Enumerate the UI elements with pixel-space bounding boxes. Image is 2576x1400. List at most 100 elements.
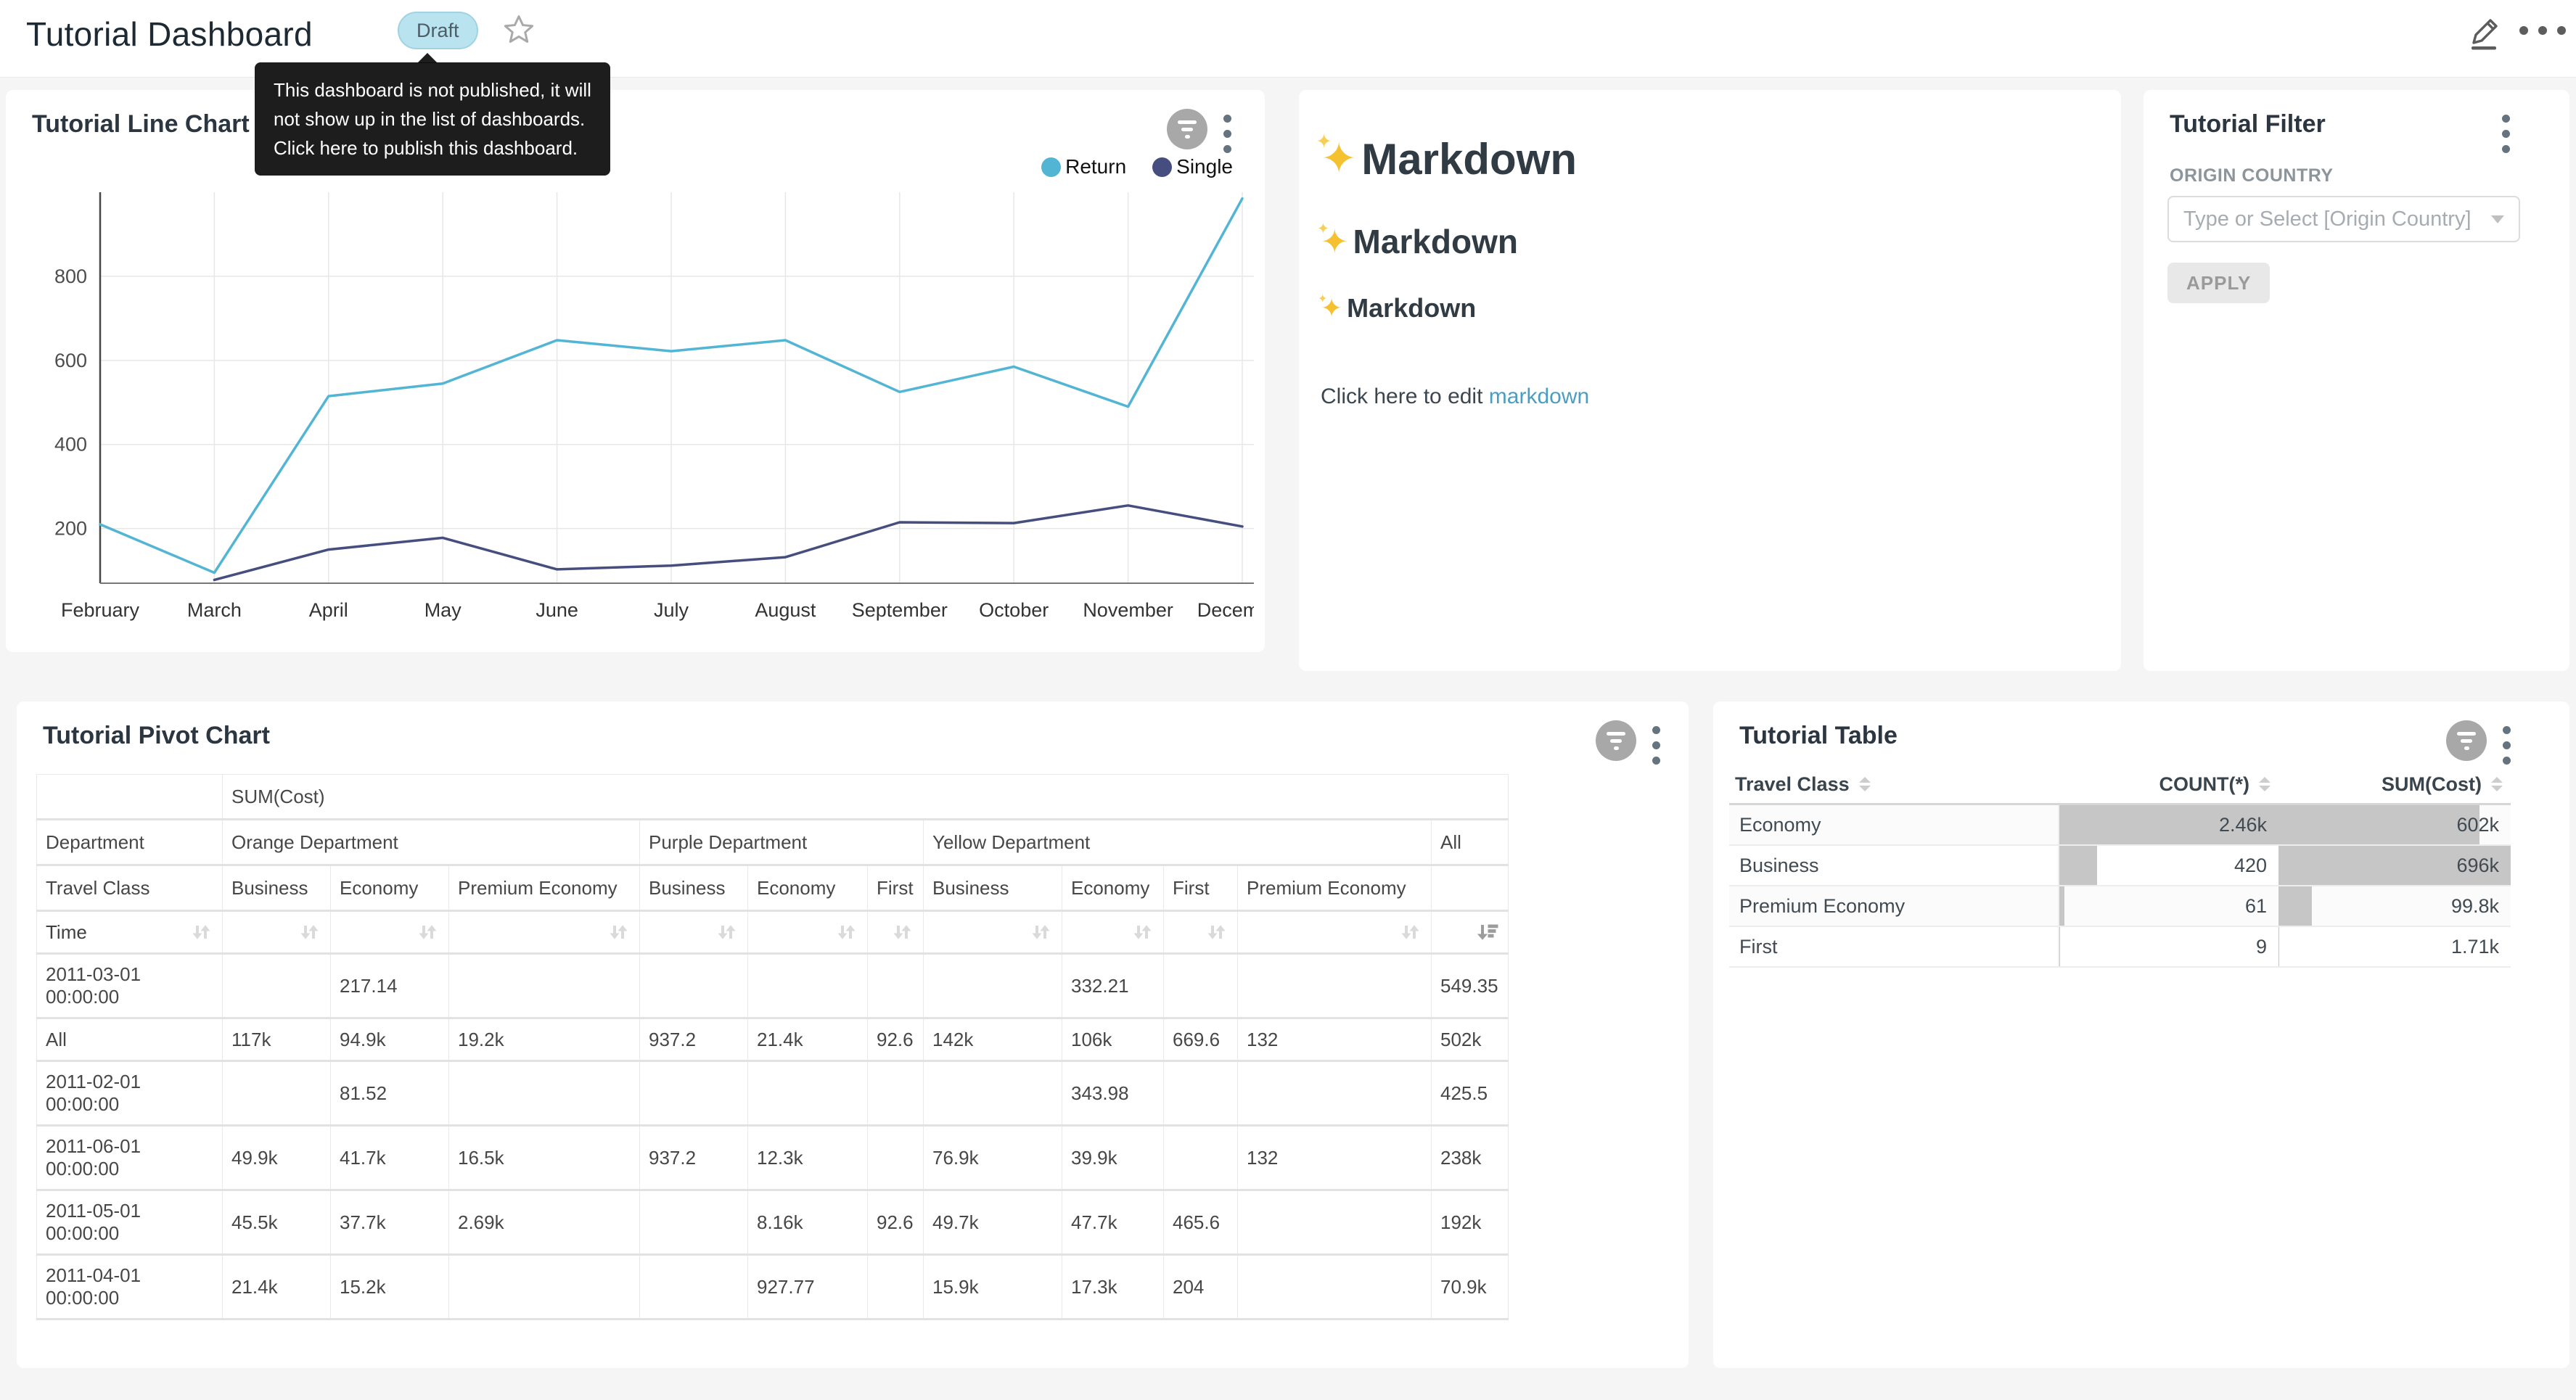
cell-travel-class: Economy — [1729, 804, 2059, 846]
origin-country-select[interactable]: Type or Select [Origin Country] — [2167, 196, 2520, 242]
pivot-cell: 192k — [1432, 1190, 1509, 1255]
cell-travel-class: Premium Economy — [1729, 886, 2059, 926]
pivot-metric-label: SUM(Cost) — [223, 775, 1509, 820]
pivot-cell — [449, 1061, 640, 1126]
favorite-star-icon[interactable] — [502, 13, 536, 46]
pivot-row-header: 2011-05-0100:00:00 — [37, 1190, 223, 1255]
pivot-cell: 15.9k — [924, 1255, 1062, 1319]
sort-icon[interactable] — [1204, 920, 1228, 944]
pivot-row-header: All — [37, 1018, 223, 1061]
tutorial-filter-panel: Tutorial Filter ORIGIN COUNTRY Type or S… — [2144, 90, 2569, 671]
pivot-class-header: First — [868, 865, 924, 911]
pivot-row-header: 2011-02-0100:00:00 — [37, 1061, 223, 1126]
svg-text:800: 800 — [54, 265, 87, 287]
sort-icon[interactable] — [834, 920, 858, 944]
sort-icon[interactable] — [714, 920, 739, 944]
cell-count: 9 — [2059, 926, 2278, 967]
pivot-cell: 37.7k — [331, 1190, 449, 1255]
pivot-cell: 937.2 — [640, 1018, 748, 1061]
sort-icon[interactable] — [1130, 920, 1154, 944]
pivot-cell: 132 — [1238, 1018, 1432, 1061]
select-placeholder: Type or Select [Origin Country] — [2183, 207, 2485, 231]
pivot-class-header: Premium Economy — [1238, 865, 1432, 911]
cell-count: 420 — [2059, 845, 2278, 886]
pivot-metric-row: SUM(Cost) — [37, 775, 1509, 820]
pivot-cell: 465.6 — [1164, 1190, 1238, 1255]
pivot-cell: 106k — [1062, 1018, 1164, 1061]
pivot-cell — [223, 954, 331, 1018]
pivot-cell: 332.21 — [1062, 954, 1164, 1018]
more-horizontal-icon[interactable] — [2519, 26, 2567, 38]
filter-badge-icon[interactable] — [2446, 720, 2487, 761]
column-header-count[interactable]: COUNT(*) — [2059, 765, 2278, 804]
pivot-cell: 21.4k — [748, 1018, 868, 1061]
filter-badge-icon[interactable] — [1596, 720, 1636, 761]
pivot-sort-row: Time — [37, 911, 1509, 954]
sort-icon[interactable] — [189, 920, 213, 944]
markdown-h1: Markdown — [1321, 133, 2099, 184]
pivot-class-header: First — [1164, 865, 1238, 911]
pivot-cell: 19.2k — [449, 1018, 640, 1061]
more-vertical-icon[interactable] — [2502, 115, 2511, 153]
column-header-travel-class[interactable]: Travel Class — [1729, 765, 2059, 804]
pivot-cell: 425.5 — [1432, 1061, 1509, 1126]
pivot-cell: 204 — [1164, 1255, 1238, 1319]
more-vertical-icon[interactable] — [2503, 726, 2511, 765]
table-header-row: Travel ClassCOUNT(*)SUM(Cost) — [1729, 765, 2511, 804]
markdown-paragraph: Click here to edit markdown — [1321, 384, 2099, 409]
tutorial-line-chart-panel: Tutorial Line Chart ReturnSingle 2004006… — [6, 90, 1265, 652]
sort-icon[interactable] — [606, 920, 631, 944]
svg-text:May: May — [424, 599, 462, 621]
pivot-cell — [924, 1061, 1062, 1126]
cell-sum: 99.8k — [2278, 886, 2511, 926]
legend-label: Return — [1065, 155, 1126, 178]
column-sort-caret-icon[interactable] — [2489, 775, 2505, 794]
markdown-link[interactable]: markdown — [1489, 384, 1589, 408]
pivot-group-header: Purple Department — [640, 820, 924, 865]
pivot-row: All117k94.9k19.2k937.221.4k92.6142k106k6… — [37, 1018, 1509, 1061]
pivot-cell: 12.3k — [748, 1126, 868, 1190]
status-badge-label: Draft — [417, 20, 459, 42]
series-Single — [214, 506, 1242, 580]
filter-field-label: ORIGIN COUNTRY — [2170, 165, 2334, 186]
pivot-cell — [1238, 1061, 1432, 1126]
column-sort-caret-icon[interactable] — [1857, 775, 1873, 794]
pivot-table: SUM(Cost)DepartmentOrange DepartmentPurp… — [36, 774, 1509, 1320]
column-header-sum-cost[interactable]: SUM(Cost) — [2278, 765, 2511, 804]
more-vertical-icon[interactable] — [1652, 726, 1661, 765]
table-row: Economy2.46k602k — [1729, 804, 2511, 846]
pivot-row: 2011-03-0100:00:00217.14332.21549.35 — [37, 954, 1509, 1018]
edit-dashboard-icon[interactable] — [2466, 9, 2505, 52]
pivot-row: 2011-05-0100:00:0045.5k37.7k2.69k8.16k92… — [37, 1190, 1509, 1255]
apply-button[interactable]: APPLY — [2167, 263, 2270, 303]
page-title: Tutorial Dashboard — [26, 15, 313, 54]
table-row: Premium Economy6199.8k — [1729, 886, 2511, 926]
legend-item-single[interactable]: Single — [1152, 155, 1233, 178]
pivot-cell: 2.69k — [449, 1190, 640, 1255]
sort-desc-active-icon[interactable] — [1474, 920, 1499, 944]
pivot-class-header: Economy — [331, 865, 449, 911]
pivot-cell: 937.2 — [640, 1126, 748, 1190]
cell-travel-class: Business — [1729, 845, 2059, 886]
pivot-class-header: Premium Economy — [449, 865, 640, 911]
markdown-h3: Markdown — [1321, 293, 2099, 324]
status-badge[interactable]: Draft — [398, 12, 478, 49]
pivot-row: 2011-04-0100:00:0021.4k15.2k927.7715.9k1… — [37, 1255, 1509, 1319]
column-sort-caret-icon[interactable] — [2257, 775, 2273, 794]
draft-tooltip: This dashboard is not published, it will… — [255, 62, 610, 176]
legend-item-return[interactable]: Return — [1041, 155, 1126, 178]
pivot-cell — [748, 954, 868, 1018]
sort-icon[interactable] — [1028, 920, 1053, 944]
cell-count: 61 — [2059, 886, 2278, 926]
sort-icon[interactable] — [1398, 920, 1422, 944]
pivot-cell — [1238, 954, 1432, 1018]
pivot-title: Tutorial Pivot Chart — [43, 722, 270, 750]
sort-icon[interactable] — [297, 920, 321, 944]
sort-icon[interactable] — [890, 920, 914, 944]
pivot-cell: 217.14 — [331, 954, 449, 1018]
sort-icon[interactable] — [415, 920, 440, 944]
pivot-class-header: Business — [924, 865, 1062, 911]
pivot-cell: 549.35 — [1432, 954, 1509, 1018]
data-table: Travel ClassCOUNT(*)SUM(Cost)Economy2.46… — [1729, 765, 2511, 968]
svg-text:October: October — [979, 599, 1049, 621]
